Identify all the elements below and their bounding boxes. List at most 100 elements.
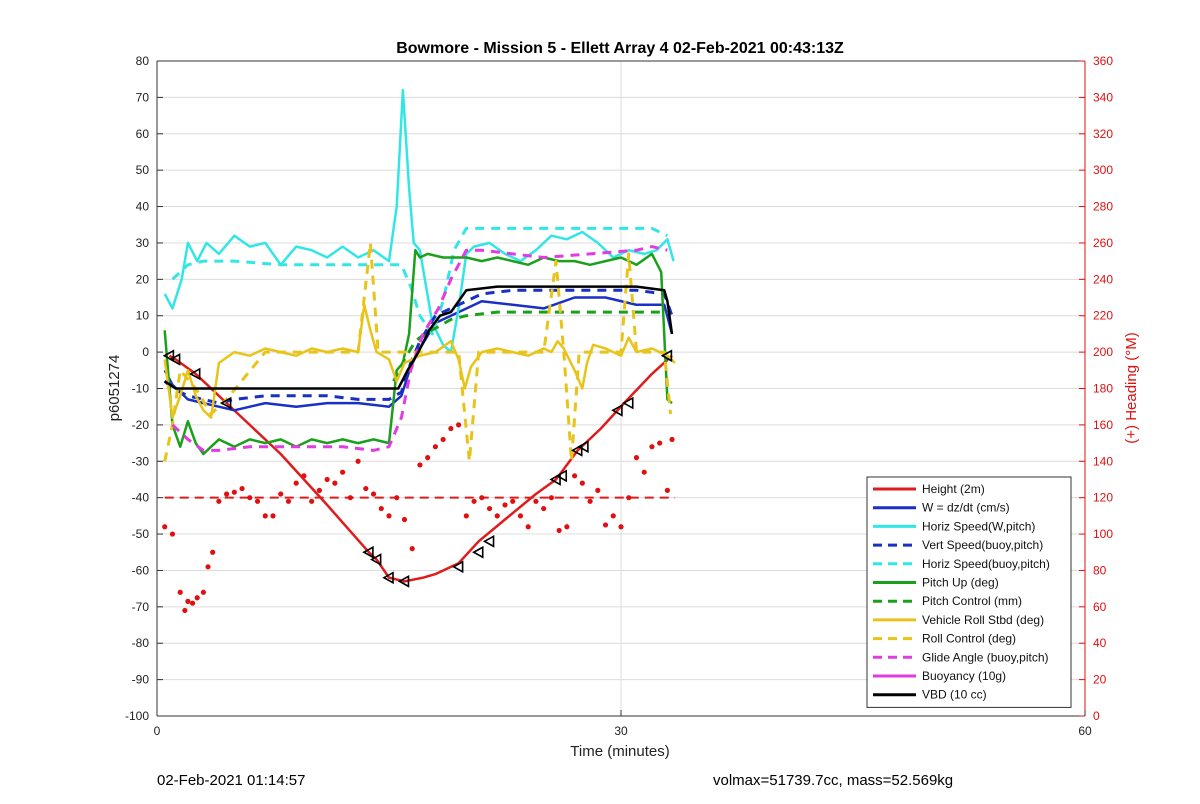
heading-point	[669, 436, 675, 443]
y-right-tick-label: 0	[1093, 709, 1100, 723]
heading-point	[456, 422, 462, 428]
heading-point	[494, 513, 500, 519]
y-tick-label: -80	[132, 636, 150, 650]
heading-point	[185, 598, 191, 604]
y-tick-label: -100	[125, 709, 149, 723]
legend-label: Vert Speed(buoy,pitch)	[922, 538, 1043, 552]
heading-point	[633, 455, 640, 461]
heading-point	[486, 505, 493, 512]
y-right-tick-label: 220	[1093, 309, 1113, 323]
y-tick-label: 80	[136, 54, 150, 68]
y-right-tick-label: 280	[1093, 200, 1113, 214]
y-axis-label: p6051274	[106, 355, 123, 422]
heading-point	[162, 524, 168, 530]
event-marker	[451, 560, 464, 574]
event-marker	[660, 349, 673, 363]
legend-label: Horiz Speed(W,pitch)	[922, 519, 1035, 533]
legend-label: Roll Control (deg)	[922, 632, 1016, 646]
heading-point	[425, 455, 431, 461]
y-tick-label: -20	[132, 418, 150, 432]
heading-point	[564, 524, 570, 530]
heading-point	[355, 458, 361, 464]
heading-point	[533, 498, 539, 504]
plot-area	[162, 88, 676, 614]
legend-label: Vehicle Roll Stbd (deg)	[922, 613, 1044, 627]
event-marker	[555, 469, 568, 483]
heading-point	[169, 531, 176, 537]
heading-point	[479, 495, 485, 501]
y-right-tick-label: 100	[1093, 527, 1113, 541]
event-marker	[549, 473, 561, 486]
event-marker	[369, 553, 382, 566]
event-marker	[571, 444, 583, 457]
legend-box	[866, 476, 1072, 708]
heading-point	[579, 480, 585, 486]
heading-point	[347, 495, 353, 501]
y-right-tick-label: 160	[1093, 418, 1113, 432]
heading-point	[200, 589, 206, 595]
heading-point	[309, 498, 315, 504]
event-marker	[168, 353, 181, 366]
legend-label: Height (2m)	[922, 482, 985, 496]
heading-point	[657, 440, 663, 446]
y-right-tick-label: 40	[1093, 636, 1107, 650]
footer-timestamp: 02-Feb-2021 01:14:57	[157, 772, 306, 789]
heading-point	[210, 549, 216, 555]
heading-point	[216, 498, 222, 504]
legend-label: Pitch Control (mm)	[922, 594, 1022, 608]
event-marker	[162, 349, 175, 363]
event-marker	[482, 534, 495, 548]
heading-point	[182, 607, 188, 614]
heading-point	[177, 589, 183, 595]
series-line	[168, 354, 673, 583]
heading-point	[340, 469, 346, 475]
heading-point	[254, 498, 261, 504]
series-line	[163, 303, 676, 419]
y-tick-label: -10	[132, 382, 150, 396]
axes: -100-90-80-70-60-50-40-30-20-10010203040…	[125, 54, 1113, 738]
y-right-tick-label: 320	[1093, 127, 1113, 141]
event-marker	[189, 367, 201, 381]
heading-point	[189, 600, 196, 606]
heading-point	[440, 436, 446, 443]
heading-point	[239, 485, 245, 492]
heading-point	[572, 473, 578, 479]
y-tick-label: -40	[132, 491, 150, 505]
y-tick-label: 70	[136, 90, 150, 104]
footer-summary: volmax=51739.7cc, mass=52.569kg	[713, 772, 954, 789]
x-tick-label: 30	[614, 724, 628, 738]
heading-point	[556, 527, 562, 534]
heading-point	[641, 469, 647, 475]
y-right-tick-label: 80	[1093, 563, 1107, 577]
heading-point	[293, 480, 299, 486]
heading-point	[278, 491, 284, 497]
heading-point	[378, 505, 384, 512]
x-axis-label: Time (minutes)	[570, 743, 669, 760]
legend-label: W = dz/dt (cm/s)	[922, 501, 1010, 515]
y-right-tick-label: 60	[1093, 600, 1107, 614]
event-marker	[382, 571, 394, 585]
heading-point	[602, 522, 609, 528]
y-tick-label: 10	[136, 309, 150, 323]
heading-point	[432, 444, 438, 450]
y-tick-label: 0	[142, 345, 149, 359]
x-tick-label: 0	[154, 724, 161, 738]
heading-point	[285, 498, 292, 504]
y-tick-label: 40	[136, 200, 150, 214]
heading-point	[409, 546, 415, 552]
heading-point	[194, 595, 200, 601]
series-line	[171, 245, 668, 452]
y-tick-label: -60	[132, 563, 150, 577]
heading-point	[541, 505, 547, 512]
y-tick-label: 20	[136, 272, 150, 286]
series-line	[163, 288, 674, 405]
legend: Height (2m) W = dz/dt (cm/s) Horiz Speed(W…	[866, 476, 1072, 708]
y-right-tick-label: 360	[1093, 54, 1113, 68]
y-right-tick-label: 300	[1093, 163, 1113, 177]
heading-point	[386, 513, 392, 519]
heading-point	[463, 513, 469, 519]
legend-label: Horiz Speed(buoy,pitch)	[922, 557, 1050, 571]
heading-point	[247, 495, 253, 501]
series-line	[171, 226, 669, 336]
heading-point	[205, 564, 211, 570]
